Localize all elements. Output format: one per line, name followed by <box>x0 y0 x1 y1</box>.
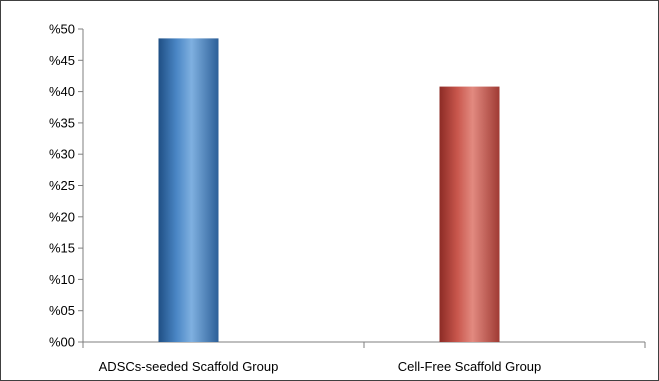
y-tick-label: %00 <box>49 335 75 350</box>
y-tick-label: %45 <box>49 53 75 68</box>
y-tick-label: %30 <box>49 147 75 162</box>
y-tick-label: %50 <box>49 22 75 37</box>
y-tick-label: %25 <box>49 178 75 193</box>
bar-cell-free <box>439 86 500 342</box>
y-tick-label: %35 <box>49 115 75 130</box>
bars <box>158 38 500 342</box>
y-tick-label: %20 <box>49 209 75 224</box>
y-tick-label: %10 <box>49 272 75 287</box>
y-tick-label: %05 <box>49 303 75 318</box>
x-category-label: ADSCs-seeded Scaffold Group <box>99 359 279 374</box>
bar-adscs-seeded <box>158 38 219 342</box>
x-category-label: Cell-Free Scaffold Group <box>398 359 542 374</box>
labels: %00 %05 %10 %15 %20 %25 %30 %35 %40 %45 %50 ADSCs-s… <box>49 22 541 375</box>
y-tick-label: %15 <box>49 241 75 256</box>
y-tick-label: %40 <box>49 84 75 99</box>
